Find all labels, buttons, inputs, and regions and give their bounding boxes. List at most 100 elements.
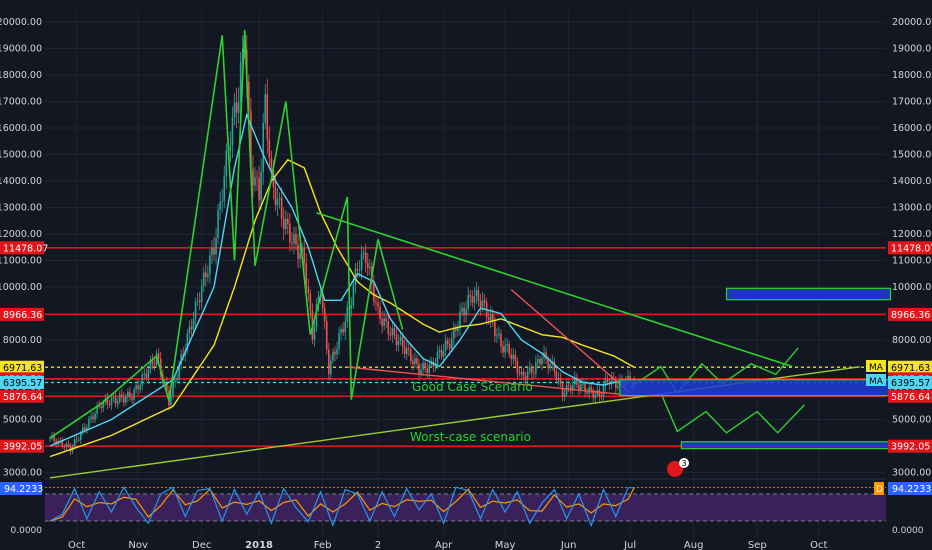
y-tick-right-8: 12000.00 [892,229,932,240]
candle-body [186,333,189,351]
y-tick-right-7: 13000.00 [892,203,932,214]
candle-body [455,327,457,331]
candle-body [444,340,447,351]
candle-body [155,353,158,365]
y-tick-right-3: 17000.00 [892,97,932,108]
level-label-right-bg-7 [888,439,932,453]
candle-body [241,48,244,62]
good-case-box [619,379,892,397]
candle-body [375,301,377,303]
candle-body [401,336,404,347]
candle-body [586,392,588,394]
candle-body [141,374,144,386]
candle-body [147,369,150,378]
candle-body [582,383,584,385]
y-tick-left-7: 13000.00 [0,203,42,214]
target-box-high [725,287,892,301]
stochastic-panel [45,478,886,528]
candle-body [383,318,385,326]
y-tick-right-1: 19000.00 [892,44,932,55]
candle-body [549,364,551,369]
candle-body [569,386,572,391]
candle-body [547,359,549,369]
y-tick-left-6: 14000.00 [0,176,42,187]
level-label-right-bg-6 [888,389,932,403]
candle-body [266,94,269,140]
level-label-left-bg-7 [0,439,44,453]
candle-body [118,394,121,402]
candle-body [627,375,629,381]
x-tick-3: 2018 [245,540,273,550]
news-badge[interactable]: 3 [667,458,689,477]
y-tick-left-10: 10000.00 [0,282,42,293]
y-tick-right-15: 5000.00 [892,415,931,426]
candle-body [82,427,84,433]
candle-body [252,168,254,186]
candle-body [451,338,453,349]
good-case-path [629,347,799,395]
flag-icon[interactable] [667,461,683,477]
candle-body [360,254,363,270]
candle-body [506,344,508,346]
candle-body [494,321,496,336]
candle-body [539,359,541,365]
candle-body [563,393,566,397]
annotation-worst-case: Worst-case scenario [410,430,531,444]
stoch-band [45,494,886,521]
annotation-good-case: Good Case Scenario [412,380,533,394]
candle-body [209,255,211,275]
candle-body [262,122,264,172]
candle-body [336,348,338,355]
lower-channel-line [347,366,635,397]
candle-body [629,375,631,382]
candle-body [65,443,68,448]
candle-body [198,300,201,303]
candle-body [328,349,330,375]
candle-body [229,144,232,151]
candle-body [557,378,560,380]
level-label-left-6: 5876.64 [3,392,42,403]
candle-body [469,294,472,297]
candle-body [96,405,98,414]
stoch-current-right: 94.2233 [892,484,931,495]
candle-body [580,384,582,390]
level-label-right-7: 3992.05 [891,442,930,453]
candle-body [280,197,283,219]
candle-body [213,247,215,255]
candle-body [567,385,570,387]
candle-body [606,379,609,383]
candle-body [219,201,221,210]
candle-body [533,373,535,374]
y-tick-right-6: 14000.00 [892,176,932,187]
level-label-left-7: 3992.05 [3,442,42,453]
moving-averages-layer [49,112,635,458]
candle-body [477,290,480,302]
ma-label-top-bg [866,360,886,372]
y-tick-left-12: 8000.00 [3,335,42,346]
candle-body [600,395,603,397]
candle-body [604,379,607,387]
candle-body [530,366,533,374]
candle-body [440,349,443,357]
candle-body [323,308,326,322]
candle-body [391,328,394,336]
descending-trendline [316,212,793,368]
candle-body [330,360,332,375]
level-label-right-1: 8966.36 [891,310,930,321]
candle-body [416,358,418,364]
candle-body [325,321,328,350]
candle-body [315,304,318,327]
candle-body [127,392,129,397]
candle-body [420,369,422,375]
candle-body [346,307,349,322]
level-label-right-bg-0 [888,241,932,255]
candle-body [106,398,109,405]
candle-body [574,377,576,385]
y-tick-left-1: 19000.00 [0,44,42,55]
d-marker-bg [874,482,884,495]
candle-body [426,368,428,373]
candle-body [176,378,178,381]
candle-body [180,353,182,365]
ma-label-top-text: MA [869,363,884,373]
